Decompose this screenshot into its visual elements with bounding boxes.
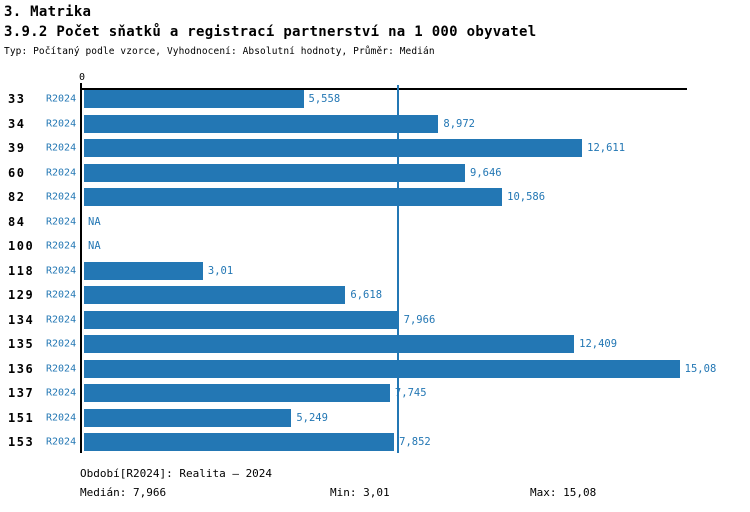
row-series-label: R2024 bbox=[46, 387, 77, 399]
bar bbox=[84, 139, 583, 157]
bar-value-label: 12,409 bbox=[579, 338, 618, 350]
row-series-label: R2024 bbox=[46, 265, 77, 276]
footer-period-label: Období[R2024]: Realita – 2024 bbox=[80, 467, 273, 480]
footer-max-label: Max: 15,08 bbox=[530, 486, 597, 499]
bar bbox=[84, 310, 399, 329]
axis-zero-tick-label: 0 bbox=[78, 72, 86, 83]
bar-value-label: 5,249 bbox=[296, 411, 328, 424]
row-category-label: 34 bbox=[8, 116, 26, 131]
bar bbox=[84, 114, 439, 133]
row-series-label: R2024 bbox=[46, 363, 77, 374]
row-category-label: 60 bbox=[8, 165, 26, 180]
chart-row: 153 R2024 7,852 bbox=[0, 433, 750, 451]
chart-row: 151 R2024 5,249 bbox=[0, 408, 750, 427]
bar-value-label: 10,586 bbox=[507, 191, 546, 203]
row-na-label: NA bbox=[88, 240, 101, 252]
row-category-label: 129 bbox=[8, 288, 35, 302]
row-category-label: 33 bbox=[8, 92, 26, 106]
bar-value-label: 15,08 bbox=[684, 362, 717, 375]
row-series-label: R2024 bbox=[46, 93, 77, 105]
chart-row: 135 R2024 12,409 bbox=[0, 335, 750, 353]
chart-subtitle: Typ: Počítaný podle vzorce, Vyhodnocení:… bbox=[4, 46, 435, 57]
bar-value-label: 12,611 bbox=[587, 142, 626, 154]
bar-value-label: 7,852 bbox=[399, 436, 431, 448]
row-category-label: 151 bbox=[8, 410, 35, 425]
bar bbox=[84, 359, 680, 378]
chart-rows: 33 R2024 5,558 34 R2024 8,972 39 R2024 12,611 60 R… bbox=[0, 90, 750, 453]
row-category-label: 100 bbox=[8, 239, 35, 253]
chart-row: 136 R2024 15,08 bbox=[0, 359, 750, 378]
bar bbox=[84, 188, 503, 206]
bar bbox=[84, 286, 346, 304]
bar bbox=[84, 261, 203, 280]
chart-row: 60 R2024 9,646 bbox=[0, 163, 750, 182]
row-category-label: 39 bbox=[8, 141, 26, 155]
row-category-label: 136 bbox=[8, 361, 35, 376]
chart-row: 129 R2024 6,618 bbox=[0, 286, 750, 304]
chart-row: 134 R2024 7,966 bbox=[0, 310, 750, 329]
footer-min-label: Min: 3,01 bbox=[330, 486, 390, 499]
footer-median-label: Medián: 7,966 bbox=[80, 486, 167, 499]
bar-value-label: 7,745 bbox=[394, 387, 427, 399]
chart-row: 84 R2024 NA bbox=[0, 213, 750, 231]
bar bbox=[84, 408, 292, 427]
chart-row: 118 R2024 3,01 bbox=[0, 261, 750, 280]
row-category-label: 84 bbox=[8, 214, 26, 229]
chart-row: 33 R2024 5,558 bbox=[0, 90, 750, 108]
row-series-label: R2024 bbox=[46, 167, 77, 178]
bar-value-label: 9,646 bbox=[470, 166, 502, 179]
y-axis-line bbox=[80, 83, 82, 453]
bar bbox=[84, 163, 466, 182]
row-na-label: NA bbox=[88, 215, 101, 228]
chart-row: 34 R2024 8,972 bbox=[0, 114, 750, 133]
bar-value-label: 5,558 bbox=[308, 93, 341, 105]
row-series-label: R2024 bbox=[46, 314, 77, 325]
row-category-label: 153 bbox=[8, 435, 35, 449]
row-category-label: 135 bbox=[8, 337, 35, 351]
chart-row: 100 R2024 NA bbox=[0, 237, 750, 255]
bar-value-label: 7,966 bbox=[403, 313, 436, 326]
chart-title: 3.9.2 Počet sňatků a registrací partners… bbox=[4, 24, 537, 40]
row-category-label: 118 bbox=[8, 263, 35, 278]
bar bbox=[84, 90, 304, 108]
section-title: 3. Matrika bbox=[4, 4, 92, 20]
row-category-label: 137 bbox=[8, 386, 35, 400]
axis-top-line bbox=[80, 88, 687, 90]
bar bbox=[84, 433, 395, 451]
row-series-label: R2024 bbox=[46, 289, 77, 301]
bar-value-label: 6,618 bbox=[350, 289, 383, 301]
row-category-label: 82 bbox=[8, 190, 26, 204]
row-series-label: R2024 bbox=[46, 118, 77, 129]
row-series-label: R2024 bbox=[46, 191, 77, 203]
chart-row: 82 R2024 10,586 bbox=[0, 188, 750, 206]
bar-value-label: 3,01 bbox=[207, 264, 234, 277]
bar-value-label: 8,972 bbox=[443, 117, 475, 130]
row-category-label: 134 bbox=[8, 312, 35, 327]
row-series-label: R2024 bbox=[46, 412, 77, 423]
chart-row: 39 R2024 12,611 bbox=[0, 139, 750, 157]
median-reference-line bbox=[396, 85, 399, 453]
bar bbox=[84, 335, 575, 353]
row-series-label: R2024 bbox=[46, 240, 77, 252]
row-series-label: R2024 bbox=[46, 216, 77, 227]
row-series-label: R2024 bbox=[46, 436, 77, 448]
row-series-label: R2024 bbox=[46, 142, 77, 154]
chart-row: 137 R2024 7,745 bbox=[0, 384, 750, 402]
row-series-label: R2024 bbox=[46, 338, 77, 350]
bar bbox=[84, 384, 390, 402]
